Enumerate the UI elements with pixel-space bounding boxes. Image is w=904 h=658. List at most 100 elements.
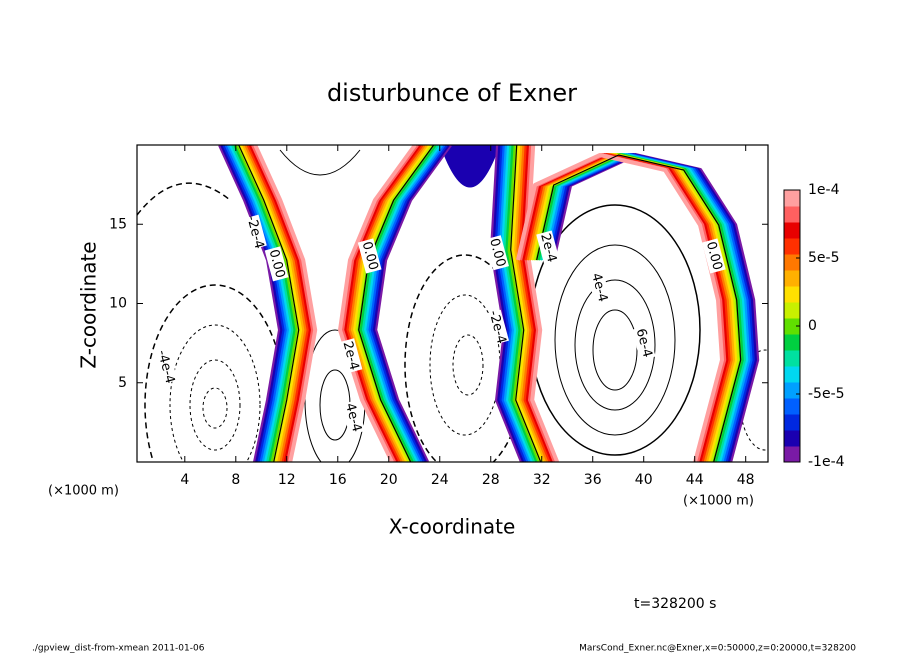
colorbar-swatch xyxy=(784,318,800,335)
color-band xyxy=(231,145,296,462)
contour-label: 0.00 xyxy=(359,240,381,272)
colorbar-swatch xyxy=(784,190,800,207)
contour-label-bg xyxy=(631,325,656,361)
color-band xyxy=(237,145,302,462)
x-tick-label: 20 xyxy=(380,472,398,488)
colorbar-swatch xyxy=(784,206,800,223)
colorbar-tick-label: 5e-5 xyxy=(808,250,839,266)
colorbar-tick-label: 1e-4 xyxy=(808,182,840,198)
colorbar-swatch xyxy=(784,414,800,431)
x-tick-label: 40 xyxy=(635,472,653,488)
colorbar-swatch xyxy=(784,222,800,239)
colorbar-tick-label: -5e-5 xyxy=(808,386,845,402)
colorbar-swatch xyxy=(784,238,800,255)
colorbar-swatch xyxy=(784,334,800,351)
color-band xyxy=(496,145,531,462)
color-band xyxy=(222,145,287,462)
color-band xyxy=(235,145,300,462)
contour-label-bg xyxy=(243,214,267,250)
colorbar-swatch xyxy=(784,350,800,367)
footer-left: ./gpview_dist-from-xmean 2011-01-06 xyxy=(32,644,205,654)
x-tick-label: 44 xyxy=(686,472,704,488)
contour-label-bg xyxy=(587,270,611,306)
zero-contour xyxy=(358,145,435,462)
y-tick-label: 10 xyxy=(109,296,127,312)
x-tick-label: 28 xyxy=(482,472,500,488)
color-band xyxy=(220,145,285,462)
colorbar-tick-label: 0 xyxy=(808,318,817,334)
x-tick-label: 12 xyxy=(278,472,296,488)
color-band xyxy=(253,145,318,462)
contour-label: 0.00 xyxy=(486,237,508,269)
plot-frame xyxy=(136,144,769,463)
contour-field xyxy=(137,145,768,462)
color-band xyxy=(242,145,307,462)
color-band xyxy=(501,145,535,462)
colorbar-swatch xyxy=(784,254,800,271)
color-band xyxy=(233,145,298,462)
time-label: t=328200 s xyxy=(634,596,716,612)
x-tick-label: 16 xyxy=(329,472,347,488)
contour-label: 6e-4 xyxy=(633,327,655,359)
color-band xyxy=(509,145,544,462)
x-unit: (×1000 m) xyxy=(683,494,754,509)
x-axis-label: X-coordinate xyxy=(389,515,516,539)
colorbar-swatch xyxy=(784,446,800,463)
y-tick-label: 15 xyxy=(109,216,127,232)
contour-label: 0.00 xyxy=(266,248,288,280)
color-band xyxy=(507,145,542,462)
color-band xyxy=(226,145,291,462)
color-band xyxy=(518,145,553,462)
color-band xyxy=(512,145,546,462)
x-tick-label: 24 xyxy=(431,472,449,488)
color-band xyxy=(516,153,724,462)
color-band xyxy=(503,145,538,462)
color-band xyxy=(520,145,555,462)
colorbar-swatch xyxy=(784,366,800,383)
color-band xyxy=(248,145,313,462)
colorbar-tick-label: -1e-4 xyxy=(808,454,845,470)
color-band xyxy=(251,145,315,462)
color-band xyxy=(514,145,549,462)
x-tick-label: 8 xyxy=(231,472,240,488)
y-unit: (×1000 m) xyxy=(48,484,119,499)
colorbar-swatch xyxy=(784,398,800,415)
contour-label: 0.00 xyxy=(703,240,725,272)
colorbar-swatch xyxy=(784,302,800,319)
colorbar-swatch xyxy=(784,430,800,447)
zero-contour xyxy=(536,154,742,462)
y-axis-label: Z-coordinate xyxy=(77,241,101,368)
contour-label: 2e-4 xyxy=(537,232,559,264)
contour-label-bg xyxy=(338,338,363,374)
colorbar-swatch xyxy=(784,382,800,399)
color-band xyxy=(224,145,289,462)
color-band xyxy=(240,145,304,462)
contour-label: 2e-4 xyxy=(339,340,361,372)
y-tick-label: 5 xyxy=(118,375,127,391)
contour-label: 4e-4 xyxy=(588,272,610,304)
x-tick-label: 4 xyxy=(180,472,189,488)
color-band xyxy=(246,145,311,462)
color-band xyxy=(218,145,282,462)
color-band xyxy=(229,145,293,462)
x-tick-label: 32 xyxy=(533,472,551,488)
contour-label: 4e-4 xyxy=(342,402,364,434)
colorbar-swatch xyxy=(784,270,800,287)
color-band xyxy=(505,145,540,462)
x-tick-label: 36 xyxy=(584,472,602,488)
contour-label-bg xyxy=(485,309,509,345)
color-band xyxy=(338,145,417,462)
chart-title: disturbunce of Exner xyxy=(327,79,577,107)
color-band xyxy=(492,145,527,462)
color-band xyxy=(244,145,309,462)
low-region xyxy=(440,145,500,188)
color-band xyxy=(494,145,529,462)
contour-label-bg xyxy=(341,400,365,436)
color-band xyxy=(498,145,533,462)
contour-label-bg xyxy=(153,349,178,385)
zero-contour xyxy=(510,145,542,462)
footer-right: MarsCond_Exner.nc@Exner,x=0:50000,z=0:20… xyxy=(579,644,856,654)
color-band xyxy=(516,145,551,462)
zero-contour xyxy=(238,145,300,462)
